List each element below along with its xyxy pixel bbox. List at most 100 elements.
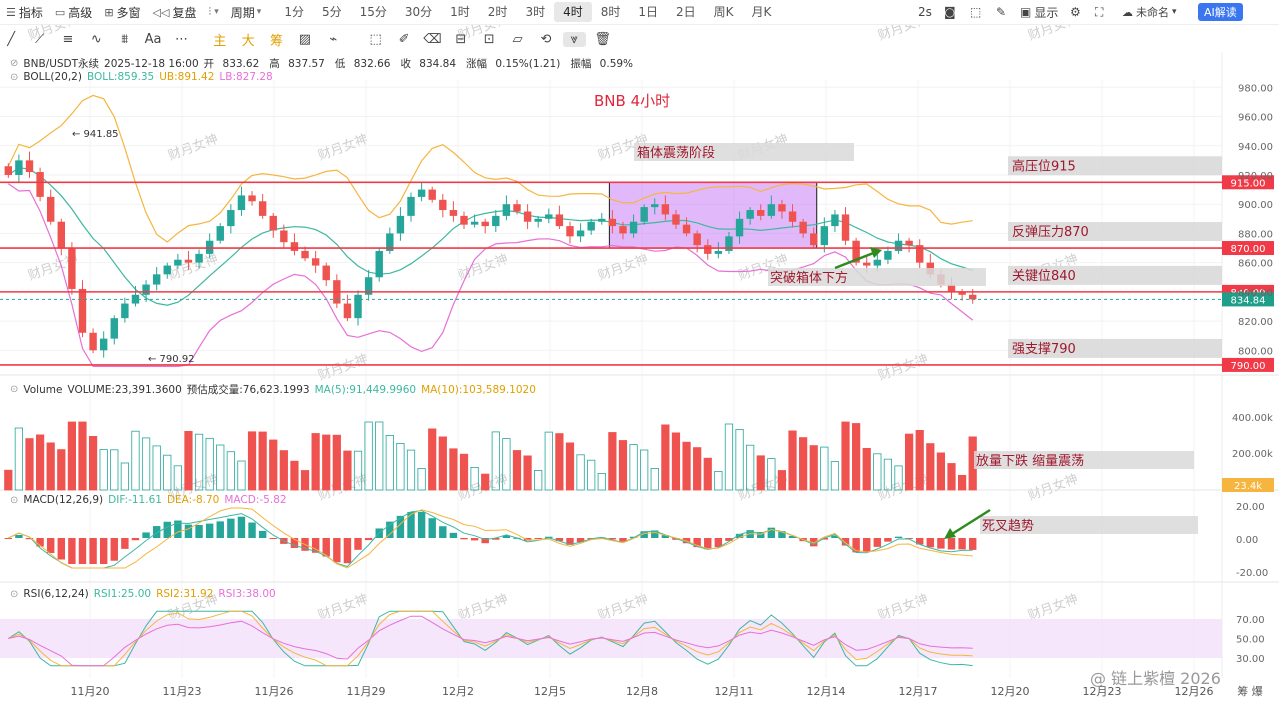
visibility-icon[interactable]: ⊙ <box>10 494 19 506</box>
volume-bar <box>661 424 670 491</box>
timeframe-7[interactable]: 4时 <box>554 2 592 22</box>
eraser-icon[interactable]: ⌫ <box>423 31 442 47</box>
volume-bar <box>926 443 935 491</box>
volume-bar <box>512 450 522 491</box>
cursor-icon[interactable]: ⬚ <box>970 5 982 19</box>
collapse-icon[interactable]: ⊘ <box>10 58 19 69</box>
fib-icon[interactable]: ⩩ <box>121 31 129 47</box>
candle-body <box>89 332 97 351</box>
symbol-info: ⊘ BNB/USDT永续 2025-12-18 16:00 开 833.62 高… <box>10 57 634 71</box>
candle-body <box>619 226 627 234</box>
timeframe-1[interactable]: 5分 <box>321 5 342 19</box>
visibility-icon[interactable]: ⊙ <box>10 384 19 395</box>
fullscreen-icon[interactable]: ⛶ <box>1095 4 1104 19</box>
magnet-icon[interactable]: ▨ <box>298 31 312 47</box>
edit-icon[interactable]: ✎ <box>996 5 1007 19</box>
watermark-text: 财月女神 <box>166 131 220 164</box>
timeframe-8[interactable]: 8时 <box>600 5 621 19</box>
volume-bar <box>226 451 235 491</box>
delete-icon[interactable]: 🗑 <box>594 31 611 47</box>
macd-histogram-bar <box>958 538 966 550</box>
visibility-icon[interactable]: ⊙ <box>10 588 19 600</box>
macd-histogram-bar <box>968 538 977 550</box>
ray-icon[interactable]: ⟋ <box>35 31 45 47</box>
price-level-tag-text: 790.00 <box>1231 361 1266 372</box>
interval-label[interactable]: 2s <box>918 5 932 19</box>
macd-histogram-bar <box>386 521 394 538</box>
settings-icon[interactable]: ⚙ <box>1070 5 1081 19</box>
candle-body <box>894 240 903 251</box>
timeframe-6[interactable]: 3时 <box>525 5 546 19</box>
timeframe-2[interactable]: 15分 <box>359 5 387 19</box>
volume-bar <box>163 454 172 491</box>
trendline-icon[interactable]: ╱ <box>7 31 16 47</box>
replay-button[interactable]: ◁◁ 复盘 <box>152 5 197 20</box>
wave-icon[interactable]: ∿ <box>90 31 102 47</box>
macd-histogram-bar <box>916 538 924 545</box>
volume-bar <box>883 458 893 491</box>
candle-body <box>810 233 818 246</box>
measure-icon[interactable]: ⊟ <box>455 31 467 47</box>
candle-body <box>566 226 574 237</box>
timeframe-0[interactable]: 1分 <box>284 5 304 19</box>
brush-icon[interactable]: ⌁ <box>329 31 338 47</box>
layout-name-dropdown[interactable]: ☁ 未命名 ▾ <box>1122 5 1177 20</box>
volume-bar <box>597 472 606 491</box>
timeframe-4[interactable]: 1时 <box>450 5 470 19</box>
date-tick-label: 11月23 <box>163 685 202 698</box>
display-button[interactable]: ▣ 显示 <box>1020 5 1059 20</box>
period-dropdown[interactable]: 周期 ▾ <box>230 5 262 20</box>
macd-histogram-bar <box>492 538 500 540</box>
candle-body <box>460 215 468 225</box>
volume-bar <box>449 448 458 491</box>
timeframe-11[interactable]: 周K <box>713 5 734 19</box>
shape-icon[interactable]: ▱ <box>512 31 523 47</box>
candle-body <box>661 204 670 215</box>
date-tick-label: 12月5 <box>534 685 566 698</box>
volume-bar <box>470 466 479 491</box>
timeframe-3[interactable]: 30分 <box>404 5 433 19</box>
rsi-tick-label: 50.00 <box>1236 635 1265 646</box>
candlestick-series[interactable] <box>4 151 977 358</box>
volume-bar <box>152 445 161 491</box>
candle-body <box>534 218 542 222</box>
timeframe-12[interactable]: 月K <box>751 5 772 19</box>
volume-bar <box>428 428 437 491</box>
text-tool-button[interactable]: Aa <box>144 31 162 47</box>
macd-histogram-bar <box>364 538 373 541</box>
multiwindow-button[interactable]: ⊞ 多窗 <box>104 5 141 20</box>
timeframe-list: 1分 5分 15分 30分 1时 2时 3时 4时 8时 1日 2日 周K 月K <box>275 0 780 24</box>
indicator-button[interactable]: ☰ 指标 <box>6 5 43 20</box>
breakout-arrow <box>834 250 877 270</box>
parallel-lines-icon[interactable]: ≡ <box>62 31 74 47</box>
timeframe-5[interactable]: 2时 <box>487 5 508 19</box>
ai-analysis-button[interactable]: AI解读 <box>1198 0 1243 24</box>
chip-toggle[interactable]: 筹 <box>270 33 284 49</box>
lock-icon[interactable]: ⊡ <box>483 31 495 47</box>
macd-histogram-bar <box>704 538 712 550</box>
volume-bar <box>141 437 151 491</box>
volume-bar <box>947 463 956 491</box>
more-tools-icon[interactable]: ⋯ <box>174 31 188 47</box>
candle-body <box>513 204 521 212</box>
big-toggle[interactable]: 大 <box>241 33 255 49</box>
filter-icon[interactable]: ⩔ <box>563 31 586 47</box>
select-icon[interactable]: ⬚ <box>369 31 382 47</box>
macd-histogram-bar <box>396 515 405 538</box>
advanced-button[interactable]: ▭ 高级 <box>54 5 93 20</box>
pen-icon[interactable]: ✐ <box>398 31 410 47</box>
volume-bar <box>120 462 129 491</box>
macd-histogram-bar <box>131 538 140 541</box>
timeframe-10[interactable]: 2日 <box>676 5 696 19</box>
macd-histogram-bar <box>163 521 171 538</box>
timeframe-9[interactable]: 1日 <box>638 5 658 19</box>
macd-tick-label: -20.00 <box>1236 568 1268 579</box>
macd-histogram-bar <box>57 538 65 560</box>
visibility-icon[interactable]: ⊙ <box>10 71 19 83</box>
undo-icon[interactable]: ⟲ <box>540 31 552 47</box>
camera-icon[interactable]: ◙ <box>944 5 956 19</box>
main-toggle[interactable]: 主 <box>213 33 227 49</box>
chart-type-button[interactable]: ⫶ ▾ <box>202 0 224 24</box>
